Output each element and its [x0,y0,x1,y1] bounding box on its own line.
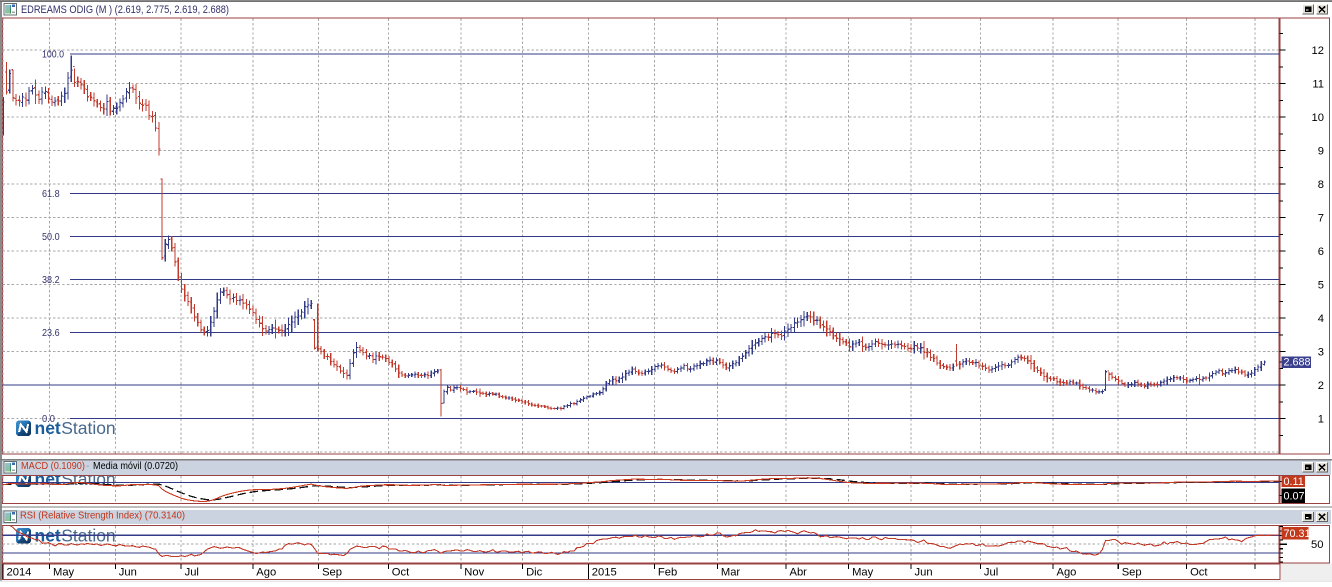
svg-text:2014: 2014 [7,567,32,579]
svg-text:100.0: 100.0 [42,49,64,61]
svg-text:1: 1 [1318,414,1324,426]
svg-text:2.688: 2.688 [1284,357,1311,369]
svg-text:Jul: Jul [185,567,199,579]
svg-text:2: 2 [1318,380,1324,392]
svg-text:Jun: Jun [915,567,933,579]
svg-text:Oct: Oct [1190,567,1208,579]
svg-text:Media móvil (0.0720): Media móvil (0.0720) [93,461,178,472]
svg-text:Jun: Jun [119,567,137,579]
svg-text:-: - [86,461,89,472]
svg-text:EDREAMS ODIG (M ) (2.619, 2.77: EDREAMS ODIG (M ) (2.619, 2.775, 2.619, … [21,4,229,16]
svg-text:23.6: 23.6 [42,327,60,339]
svg-text:6: 6 [1318,246,1324,258]
svg-text:Dic: Dic [526,567,543,579]
svg-text:11: 11 [1312,79,1324,91]
svg-text:12: 12 [1312,45,1324,57]
svg-text:Ago: Ago [1057,567,1077,579]
svg-text:RSI (Relative Strength Index): RSI (Relative Strength Index) (70.3140) [20,510,185,521]
svg-text:May: May [852,567,874,579]
svg-text:Abr: Abr [790,567,808,579]
svg-text:Feb: Feb [658,567,677,579]
svg-text:MACD (0.1090): MACD (0.1090) [21,461,85,472]
svg-text:4: 4 [1318,313,1324,325]
svg-text:5: 5 [1318,280,1324,292]
svg-text:0.11: 0.11 [1284,476,1304,488]
svg-text:9: 9 [1318,146,1324,158]
svg-text:Oct: Oct [392,567,410,579]
svg-text:May: May [53,567,75,579]
svg-text:Nov: Nov [464,567,484,579]
svg-text:70.31: 70.31 [1284,528,1311,540]
svg-text:Mar: Mar [721,567,741,579]
svg-text:50: 50 [1311,539,1323,551]
svg-text:Jul: Jul [984,567,998,579]
svg-text:7: 7 [1318,213,1324,225]
svg-text:0.07: 0.07 [1284,491,1305,503]
svg-text:Ago: Ago [256,567,276,579]
svg-text:3: 3 [1318,347,1324,359]
svg-text:8: 8 [1318,179,1324,191]
svg-text:Sep: Sep [1122,567,1142,579]
svg-text:38.2: 38.2 [42,274,60,286]
svg-text:Sep: Sep [322,567,342,579]
svg-text:10: 10 [1312,112,1324,124]
svg-text:2015: 2015 [592,567,617,579]
svg-text:61.8: 61.8 [42,188,60,200]
svg-text:50.0: 50.0 [42,231,60,243]
